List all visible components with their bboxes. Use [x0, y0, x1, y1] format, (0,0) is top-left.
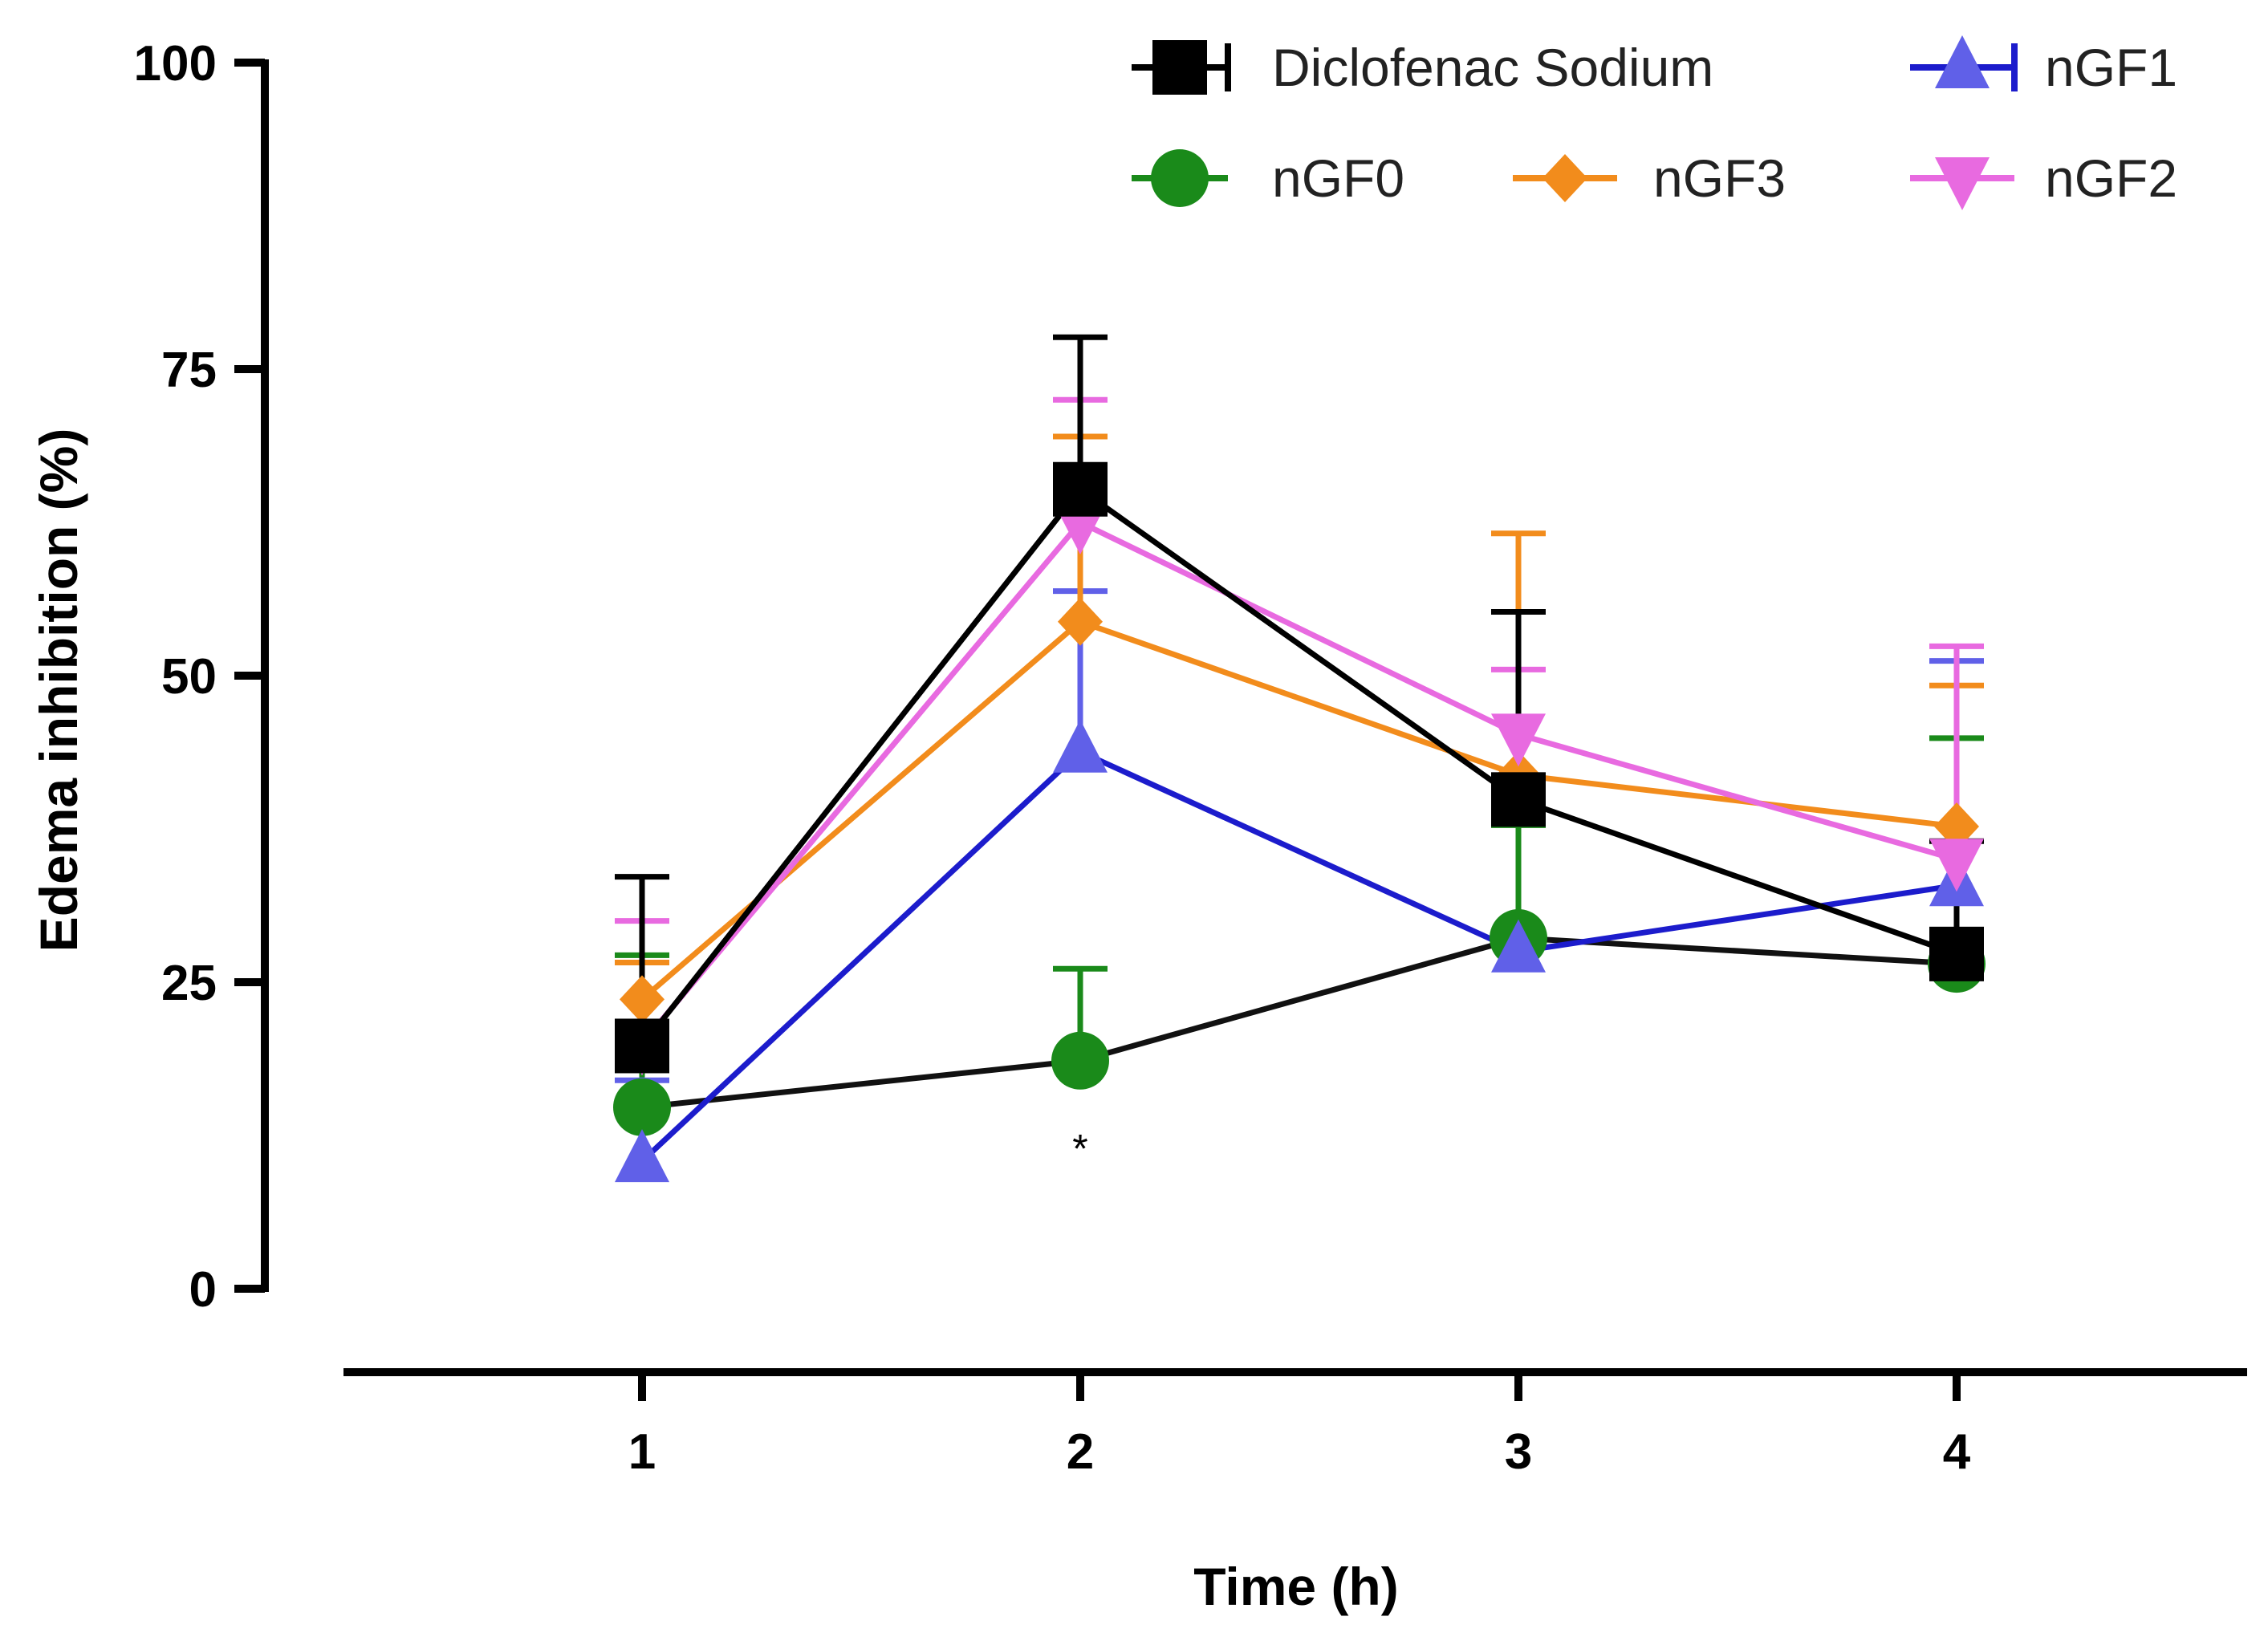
data-point-ngf2 — [1929, 839, 1984, 892]
series-line-ngf0 — [641, 935, 1957, 1111]
data-point-ngf3 — [1934, 802, 1979, 851]
series-line-ngf3 — [640, 618, 1957, 1002]
series-line-ngf2 — [640, 518, 1957, 1046]
legend-marker-ngf3 — [1542, 154, 1587, 202]
axes: 0 25 50 75 100 1 2 3 4 Time (h) Edema inhibition (… — [29, 36, 2247, 1616]
legend-marker-ngf1 — [1935, 35, 1990, 88]
legend-label-ngf1: nGF1 — [2045, 38, 2177, 97]
y-tick-label: 100 — [134, 36, 217, 91]
x-tick-label: 2 — [1067, 1424, 1094, 1480]
data-point-diclofenac-sodium — [615, 1018, 669, 1074]
x-axis-title: Time (h) — [1193, 1557, 1398, 1616]
significance-annotation: * — [1072, 1127, 1087, 1172]
series-lines — [640, 485, 1958, 1164]
error-bars — [615, 334, 1984, 1162]
legend-marker-ngf0 — [1151, 149, 1209, 207]
data-point-ngf1 — [1491, 919, 1546, 973]
y-tick-label: 25 — [161, 956, 217, 1011]
data-point-diclofenac-sodium — [1053, 461, 1108, 517]
legend-marker-diclofenac-sodium — [1152, 40, 1207, 95]
legend-label-ngf2: nGF2 — [2045, 148, 2177, 208]
legend-label-diclofenac-sodium: Diclofenac Sodium — [1272, 38, 1713, 97]
legend: Diclofenac Sodium nGF1 nGF0 nGF3 nGF2 — [1132, 35, 2177, 210]
y-tick-label: 50 — [161, 649, 217, 705]
x-tick-label: 4 — [1943, 1424, 1971, 1480]
data-point-ngf0 — [613, 1078, 671, 1136]
legend-marker-ngf2 — [1935, 157, 1990, 210]
data-point-ngf3 — [1058, 597, 1103, 646]
series-line-diclofenac-sodium — [640, 485, 1958, 1048]
series-line-ngf1 — [640, 748, 1957, 1164]
data-point-ngf3 — [620, 975, 665, 1024]
series-markers — [613, 461, 1986, 1183]
data-point-diclofenac-sodium — [1491, 772, 1546, 827]
y-tick-label: 0 — [189, 1262, 217, 1318]
x-tick-label: 1 — [628, 1424, 656, 1480]
legend-label-ngf3: nGF3 — [1653, 148, 1786, 208]
data-point-ngf1 — [1053, 719, 1108, 773]
annotations: * — [1072, 1127, 1087, 1172]
legend-label-ngf0: nGF0 — [1272, 148, 1404, 208]
y-tick-label: 75 — [161, 343, 217, 398]
data-point-ngf1 — [615, 1129, 669, 1183]
data-point-diclofenac-sodium — [1929, 926, 1984, 981]
data-point-ngf0 — [1051, 1031, 1109, 1090]
x-tick-label: 3 — [1505, 1424, 1532, 1480]
y-axis-title: Edema inhibition (%) — [29, 429, 88, 953]
data-point-ngf2 — [1491, 713, 1546, 767]
